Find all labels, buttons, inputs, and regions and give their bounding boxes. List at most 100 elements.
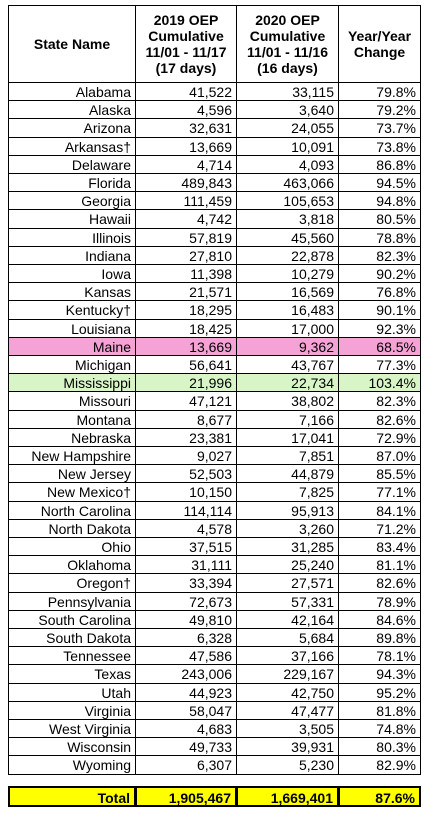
value-cell: 52,503 [135, 464, 237, 483]
value-cell: 32,631 [135, 118, 237, 138]
header-text: Cumulative [249, 28, 326, 44]
state-cell: Oregon† [8, 573, 136, 593]
header-text: 2019 OEP [153, 12, 219, 28]
state-cell: New Mexico† [8, 482, 136, 502]
value-cell: 41,522 [135, 82, 237, 101]
state-cell: West Virginia [8, 719, 136, 738]
value-cell: 37,515 [135, 537, 237, 556]
value-cell: 90.1% [338, 300, 421, 320]
value-cell: 47,477 [236, 701, 339, 720]
value-cell: 76.8% [338, 282, 421, 301]
state-cell: Nebraska [8, 428, 136, 447]
value-cell: 31,111 [135, 555, 237, 574]
state-cell: Utah [8, 683, 136, 702]
value-cell: 489,843 [135, 173, 237, 192]
state-cell: Georgia [8, 191, 136, 210]
value-cell: 80.5% [338, 209, 421, 229]
header-cell: 2019 OEP Cumulative 11/01 - 11/17 (17 days) [135, 5, 237, 83]
state-cell: Alabama [8, 82, 136, 101]
value-cell: 45,560 [236, 228, 339, 247]
state-cell: Total [8, 786, 136, 807]
header-text: 11/01 - 11/16 [247, 44, 328, 60]
value-cell: 82.3% [338, 246, 421, 265]
value-cell: 84.1% [338, 501, 421, 520]
state-cell: Wisconsin [8, 737, 136, 756]
value-cell: 79.8% [338, 82, 421, 101]
value-cell: 6,307 [135, 755, 237, 775]
state-cell: North Dakota [8, 519, 136, 538]
value-cell: 18,295 [135, 300, 237, 320]
value-cell: 23,381 [135, 428, 237, 447]
value-cell: 4,578 [135, 519, 237, 538]
state-cell: Alaska [8, 100, 136, 119]
value-cell: 94.8% [338, 191, 421, 210]
state-cell: Ohio [8, 537, 136, 556]
value-cell: 44,879 [236, 464, 339, 483]
value-cell: 72.9% [338, 428, 421, 447]
state-cell: Maine [8, 337, 136, 356]
value-cell: 3,818 [236, 209, 339, 229]
value-cell: 4,714 [135, 155, 237, 174]
value-cell: 73.8% [338, 137, 421, 156]
value-cell: 49,733 [135, 737, 237, 756]
value-cell: 47,121 [135, 391, 237, 411]
value-cell: 6,328 [135, 628, 237, 647]
state-cell: Indiana [8, 246, 136, 265]
state-cell: South Carolina [8, 610, 136, 629]
state-cell: Missouri [8, 391, 136, 411]
value-cell: 1,669,401 [236, 786, 339, 807]
value-cell: 38,802 [236, 391, 339, 411]
value-cell: 95.2% [338, 683, 421, 702]
value-cell: 94.5% [338, 173, 421, 192]
state-cell: Pennsylvania [8, 592, 136, 611]
value-cell: 43,767 [236, 355, 339, 374]
state-cell: Arizona [8, 118, 136, 138]
value-cell: 90.2% [338, 264, 421, 283]
value-cell: 47,586 [135, 646, 237, 665]
state-cell: Tennessee [8, 646, 136, 665]
value-cell: 229,167 [236, 664, 339, 684]
value-cell: 27,810 [135, 246, 237, 265]
state-cell: Kansas [8, 282, 136, 301]
value-cell: 42,164 [236, 610, 339, 629]
value-cell: 85.5% [338, 464, 421, 483]
value-cell: 77.1% [338, 482, 421, 502]
value-cell: 58,047 [135, 701, 237, 720]
value-cell: 81.1% [338, 555, 421, 574]
value-cell: 10,150 [135, 482, 237, 502]
value-cell: 71.2% [338, 519, 421, 538]
value-cell: 57,819 [135, 228, 237, 247]
header-text: State Name [33, 36, 111, 52]
value-cell: 27,571 [236, 573, 339, 593]
header-text: Cumulative [148, 28, 224, 44]
value-cell: 87.0% [338, 446, 421, 465]
state-cell: Oklahoma [8, 555, 136, 574]
value-cell: 37,166 [236, 646, 339, 665]
state-cell: Delaware [8, 155, 136, 174]
value-cell: 17,000 [236, 319, 339, 338]
value-cell: 105,653 [236, 191, 339, 210]
value-cell: 7,851 [236, 446, 339, 465]
value-cell: 16,483 [236, 300, 339, 320]
value-cell: 49,810 [135, 610, 237, 629]
value-cell: 3,260 [236, 519, 339, 538]
state-cell: New Jersey [8, 464, 136, 483]
value-cell: 89.8% [338, 628, 421, 647]
value-cell: 78.9% [338, 592, 421, 611]
value-cell: 9,027 [135, 446, 237, 465]
state-cell: Montana [8, 410, 136, 429]
value-cell: 78.1% [338, 646, 421, 665]
value-cell: 82.3% [338, 391, 421, 411]
value-cell: 243,006 [135, 664, 237, 684]
value-cell: 79.2% [338, 100, 421, 119]
value-cell: 31,285 [236, 537, 339, 556]
state-cell: Louisiana [8, 319, 136, 338]
state-cell: Hawaii [8, 209, 136, 229]
value-cell: 7,825 [236, 482, 339, 502]
value-cell: 3,640 [236, 100, 339, 119]
value-cell: 103.4% [338, 373, 421, 392]
state-cell: Wyoming [8, 755, 136, 775]
state-cell: Iowa [8, 264, 136, 283]
value-cell: 10,091 [236, 137, 339, 156]
